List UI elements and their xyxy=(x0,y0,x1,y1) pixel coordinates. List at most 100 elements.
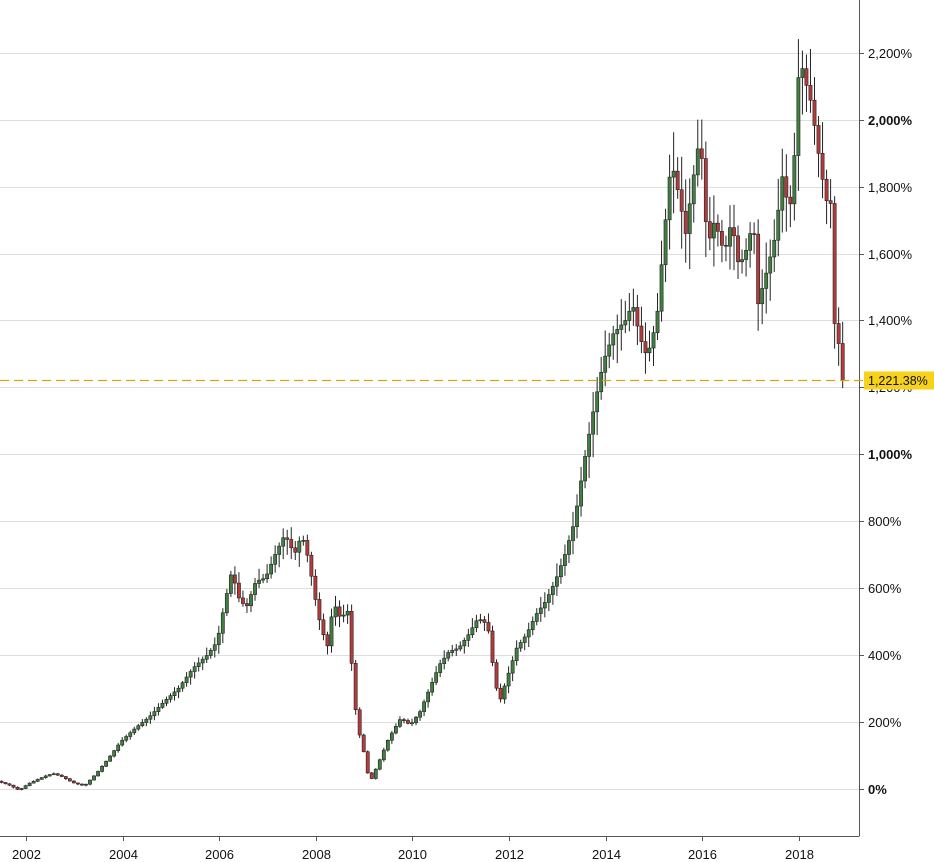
candle-body-up xyxy=(204,655,209,660)
candle-body-down xyxy=(482,619,487,623)
y-tick-label: 200% xyxy=(868,715,902,730)
candle-body-up xyxy=(567,540,571,555)
candle-body-up xyxy=(474,620,479,629)
candle-body-up xyxy=(711,222,716,239)
candle-body-up xyxy=(43,775,48,778)
candle-body-up xyxy=(655,310,660,334)
candle-body-up xyxy=(510,660,515,674)
candle-body-down xyxy=(365,751,370,774)
candle-body-down xyxy=(816,125,821,154)
candle-body-up xyxy=(550,585,555,595)
candle-body-up xyxy=(19,788,24,790)
candle-body-up xyxy=(200,658,205,664)
candle-body-up xyxy=(144,718,149,723)
candle-body-up xyxy=(631,307,636,312)
last-value-marker: 1,221.38% xyxy=(0,371,934,390)
x-tick-label: 2014 xyxy=(592,847,621,862)
candle-body-up xyxy=(398,719,402,727)
candle-body-down xyxy=(788,196,793,205)
candle-body-up xyxy=(410,722,414,725)
candle-body-up xyxy=(728,227,732,247)
candle-body-up xyxy=(212,644,217,651)
candle-body-down xyxy=(486,622,491,632)
candle-body-down xyxy=(683,210,688,234)
candle-body-up xyxy=(253,583,257,595)
y-tick-label: 600% xyxy=(868,581,902,596)
candle-body-down xyxy=(232,574,237,584)
y-axis-ticks: 0%200%400%600%800%1,000%1,200%1,400%1,60… xyxy=(859,46,913,797)
candle-body-down xyxy=(724,244,728,247)
candle-body-up xyxy=(188,671,193,678)
candle-body-up xyxy=(446,652,451,659)
candle-body-up xyxy=(385,740,390,751)
candle-body-up xyxy=(619,324,624,330)
candle-body-down xyxy=(0,780,4,783)
candle-body-up xyxy=(442,657,447,664)
candle-body-down xyxy=(498,687,503,700)
x-tick-label: 2018 xyxy=(785,847,814,862)
candle-body-down xyxy=(720,231,724,246)
candle-body-up xyxy=(389,732,394,741)
x-axis-ticks: 2002 2004 2006 2008 2010 2012 2014 2016 2018 xyxy=(12,836,814,862)
candle-body-up xyxy=(148,715,153,720)
candle-body-up xyxy=(220,612,225,634)
candle-body-up xyxy=(108,755,113,762)
candle-body-down xyxy=(635,307,640,327)
candle-body-up xyxy=(792,155,797,205)
candle-body-up xyxy=(458,645,463,650)
candle-body-down xyxy=(639,325,644,342)
candle-body-up xyxy=(329,616,334,647)
candle-body-up xyxy=(208,650,213,656)
y-tick-label: 0% xyxy=(868,782,887,797)
candle-body-up xyxy=(164,699,169,704)
candle-body-up xyxy=(530,621,535,631)
candle-body-up xyxy=(575,505,579,527)
candle-body-up xyxy=(627,310,632,321)
y-tick-label: 2,200% xyxy=(868,46,913,61)
candle-body-up xyxy=(518,642,523,649)
candle-body-down xyxy=(361,734,366,753)
candle-body-up xyxy=(261,578,265,581)
candle-body-up xyxy=(748,233,752,251)
candle-body-up xyxy=(430,682,435,693)
candle-body-up xyxy=(180,682,185,689)
candle-body-up xyxy=(277,545,282,555)
candle-body-down xyxy=(840,343,845,381)
candle-body-up xyxy=(341,614,346,617)
candle-body-up xyxy=(184,676,189,683)
candle-body-up xyxy=(249,594,253,607)
y-tick-label: 400% xyxy=(868,648,902,663)
candle-body-up xyxy=(381,749,386,761)
candle-body-down xyxy=(321,619,326,636)
candle-body-up xyxy=(333,606,338,618)
candle-body-down xyxy=(80,783,84,786)
candle-body-down xyxy=(71,780,76,784)
candle-body-up xyxy=(776,209,781,241)
candle-body-up xyxy=(35,779,40,782)
candle-body-down xyxy=(812,99,817,126)
candle-body-up xyxy=(124,736,129,741)
candle-body-up xyxy=(450,650,455,653)
candle-body-up xyxy=(647,347,652,354)
candle-body-down xyxy=(699,148,704,159)
candle-body-down xyxy=(63,776,68,779)
candle-body-down xyxy=(337,606,342,617)
candle-body-up xyxy=(599,371,604,393)
candle-body-down xyxy=(406,720,410,724)
candle-body-up xyxy=(84,783,88,786)
candle-body-up xyxy=(559,565,563,578)
candle-body-down xyxy=(353,663,358,711)
candle-body-down xyxy=(241,597,245,604)
candle-body-down xyxy=(369,772,374,779)
candle-body-up xyxy=(47,774,52,777)
candle-body-up xyxy=(554,576,559,587)
candle-body-up xyxy=(502,685,507,700)
candle-body-down xyxy=(67,778,72,782)
candle-body-up xyxy=(160,702,165,708)
candle-body-up xyxy=(695,148,700,176)
candle-body-up xyxy=(591,411,596,435)
candle-body-up xyxy=(136,725,141,730)
x-tick-label: 2012 xyxy=(495,847,524,862)
candle-body-up xyxy=(116,744,121,751)
candle-body-up xyxy=(273,554,278,565)
